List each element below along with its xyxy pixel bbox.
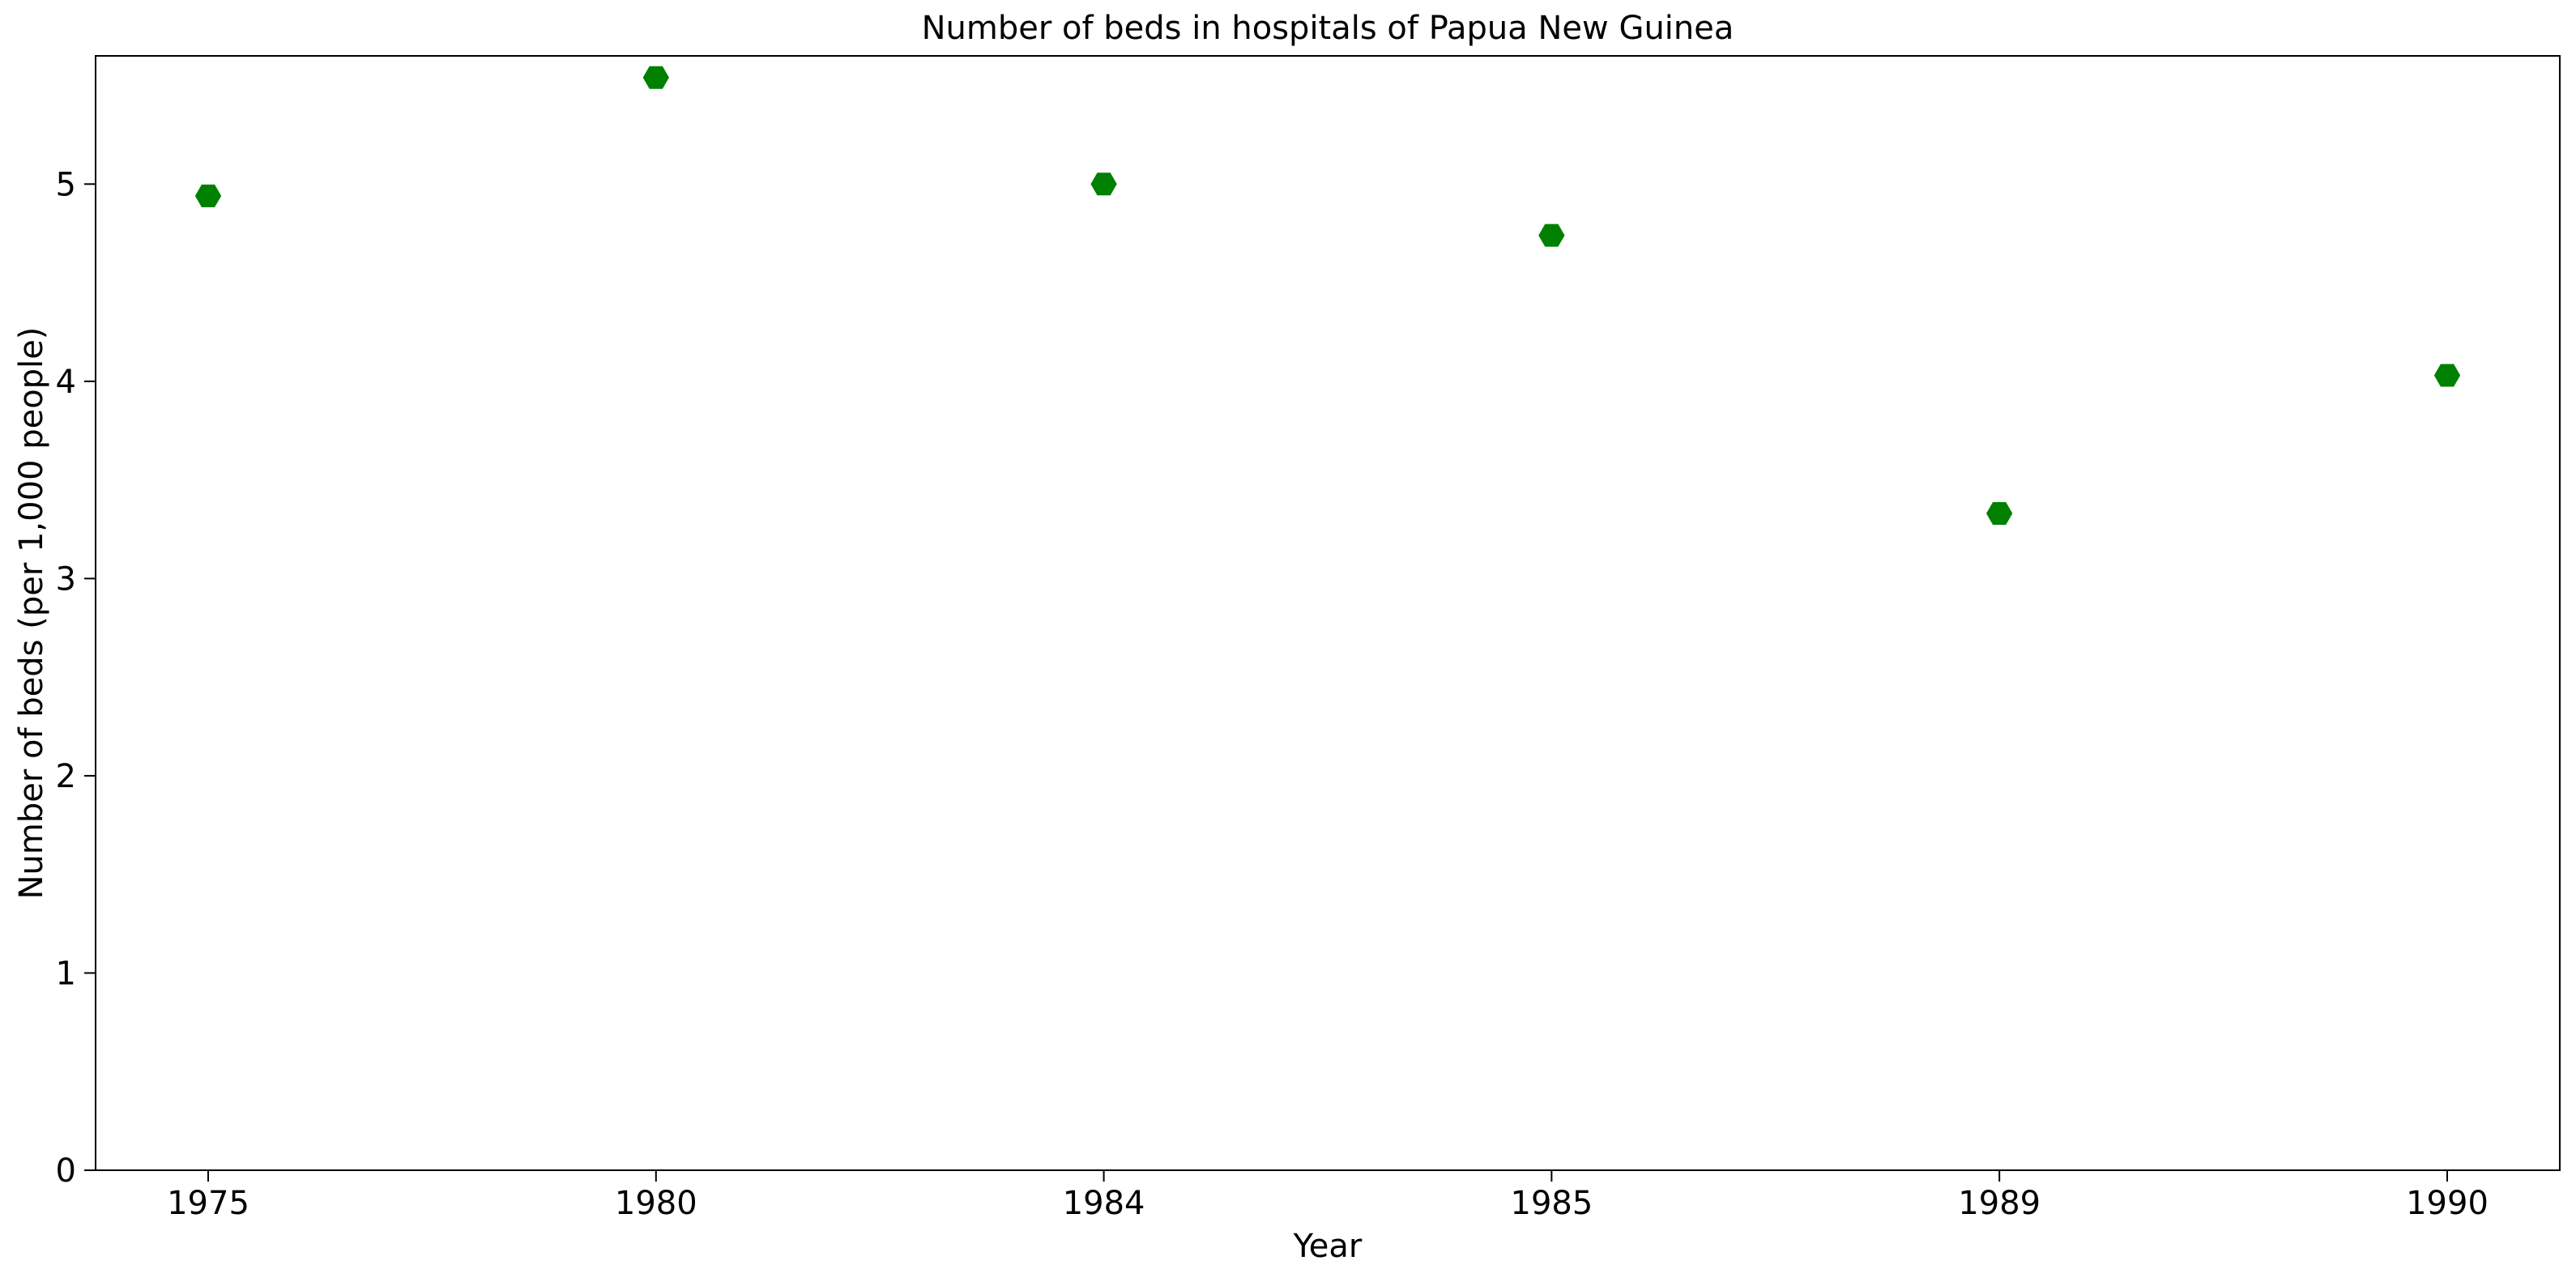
- plot-area: [95, 55, 2561, 1171]
- chart-title: Number of beds in hospitals of Papua New…: [922, 10, 1734, 47]
- y-tick-label: 0: [56, 1152, 76, 1190]
- data-point-1989: [1986, 502, 2013, 525]
- data-points: [194, 66, 2461, 525]
- data-point-1990: [2433, 364, 2461, 387]
- data-point-1980: [642, 66, 669, 89]
- y-tick-label: 1: [56, 955, 76, 992]
- data-point-1984: [1090, 172, 1117, 196]
- x-tick-label: 1990: [2406, 1185, 2489, 1222]
- x-tick-label: 1975: [167, 1185, 249, 1222]
- y-axis-ticks: 0 1 2 3 4 5: [56, 166, 96, 1190]
- x-tick-label: 1984: [1063, 1185, 1145, 1222]
- data-point-1975: [194, 184, 222, 207]
- x-tick-label: 1985: [1511, 1185, 1593, 1222]
- x-tick-label: 1989: [1958, 1185, 2041, 1222]
- x-tick-label: 1980: [615, 1185, 697, 1222]
- y-axis-label: Number of beds (per 1,000 people): [13, 327, 50, 900]
- y-tick-label: 3: [56, 560, 76, 598]
- x-axis-label: Year: [1293, 1228, 1363, 1265]
- data-point-1985: [1538, 224, 1565, 247]
- x-axis-ticks: 1975 1980 1984 1985 1989 1990: [167, 1170, 2489, 1222]
- y-tick-label: 2: [56, 758, 76, 795]
- y-tick-label: 4: [56, 364, 76, 401]
- y-tick-label: 5: [56, 166, 76, 203]
